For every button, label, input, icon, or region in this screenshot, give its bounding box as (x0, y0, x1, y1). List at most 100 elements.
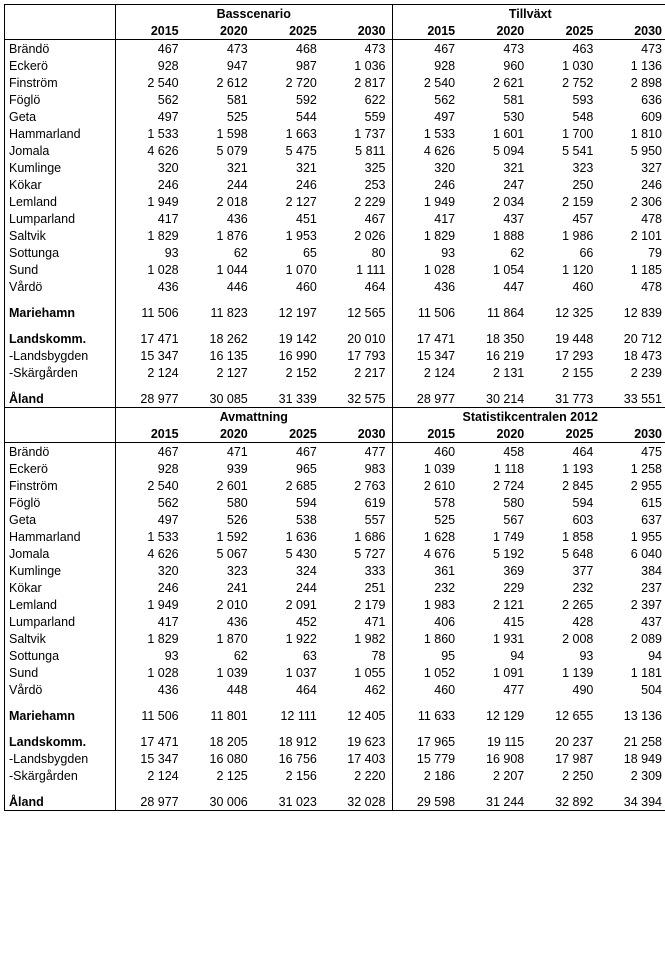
header-blank (5, 408, 116, 426)
data-cell: 32 575 (323, 390, 392, 408)
data-cell: 1 749 (461, 528, 530, 545)
data-cell: 2 610 (392, 477, 461, 494)
header-blank (5, 5, 116, 23)
row-label: Mariehamn (5, 707, 116, 724)
data-cell: 321 (254, 159, 323, 176)
data-cell: 928 (116, 57, 185, 74)
data-cell: 473 (185, 40, 254, 58)
data-cell: 246 (599, 176, 665, 193)
data-cell: 1 036 (323, 57, 392, 74)
row-label: Landskomm. (5, 733, 116, 750)
data-cell: 457 (530, 210, 599, 227)
data-cell: 2 008 (530, 630, 599, 647)
data-cell: 1 037 (254, 664, 323, 681)
data-cell: 17 793 (323, 347, 392, 364)
data-cell: 377 (530, 562, 599, 579)
data-cell: 415 (461, 613, 530, 630)
row-label: -Landsbygden (5, 750, 116, 767)
data-cell: 11 506 (392, 304, 461, 321)
year-header: 2025 (530, 425, 599, 443)
data-cell: 1 118 (461, 460, 530, 477)
data-cell: 467 (116, 443, 185, 461)
year-header: 2015 (116, 425, 185, 443)
data-cell: 95 (392, 647, 461, 664)
data-cell: 4 626 (392, 142, 461, 159)
data-cell: 18 912 (254, 733, 323, 750)
data-cell: 436 (185, 613, 254, 630)
row-label: Hammarland (5, 528, 116, 545)
data-cell: 1 111 (323, 261, 392, 278)
row-label: Sund (5, 664, 116, 681)
data-cell: 2 207 (461, 767, 530, 784)
year-header: 2015 (116, 22, 185, 40)
data-cell: 12 405 (323, 707, 392, 724)
header-blank (5, 22, 116, 40)
population-scenario-table: BasscenarioTillväxt201520202025203020152… (4, 4, 665, 811)
data-cell: 1 931 (461, 630, 530, 647)
data-cell: 417 (116, 210, 185, 227)
data-cell: 31 339 (254, 390, 323, 408)
data-cell: 947 (185, 57, 254, 74)
data-cell: 18 205 (185, 733, 254, 750)
data-cell: 11 864 (461, 304, 530, 321)
data-cell: 93 (116, 244, 185, 261)
data-cell: 361 (392, 562, 461, 579)
data-cell: 18 262 (185, 330, 254, 347)
data-cell: 1 070 (254, 261, 323, 278)
data-cell: 12 325 (530, 304, 599, 321)
data-cell: 1 888 (461, 227, 530, 244)
data-cell: 467 (116, 40, 185, 58)
data-cell: 20 712 (599, 330, 665, 347)
data-cell: 19 448 (530, 330, 599, 347)
data-cell: 16 080 (185, 750, 254, 767)
data-cell: 11 801 (185, 707, 254, 724)
data-cell: 11 506 (116, 707, 185, 724)
data-cell: 246 (254, 176, 323, 193)
data-cell: 62 (185, 244, 254, 261)
row-label: Kökar (5, 579, 116, 596)
row-label: Geta (5, 511, 116, 528)
data-cell: 15 347 (392, 347, 461, 364)
data-cell: 5 430 (254, 545, 323, 562)
data-cell: 246 (116, 579, 185, 596)
data-cell: 333 (323, 562, 392, 579)
row-label: Jomala (5, 142, 116, 159)
data-cell: 2 685 (254, 477, 323, 494)
data-cell: 548 (530, 108, 599, 125)
data-cell: 2 089 (599, 630, 665, 647)
data-cell: 467 (392, 40, 461, 58)
data-cell: 475 (599, 443, 665, 461)
data-cell: 467 (323, 210, 392, 227)
data-cell: 1 810 (599, 125, 665, 142)
data-cell: 384 (599, 562, 665, 579)
data-cell: 2 026 (323, 227, 392, 244)
row-label: Eckerö (5, 460, 116, 477)
data-cell: 452 (254, 613, 323, 630)
data-cell: 17 471 (392, 330, 461, 347)
data-cell: 1 663 (254, 125, 323, 142)
data-cell: 2 186 (392, 767, 461, 784)
data-cell: 497 (392, 108, 461, 125)
data-cell: 2 720 (254, 74, 323, 91)
row-label: Geta (5, 108, 116, 125)
data-cell: 477 (461, 681, 530, 698)
data-cell: 580 (185, 494, 254, 511)
data-cell: 477 (323, 443, 392, 461)
data-cell: 2 724 (461, 477, 530, 494)
data-cell: 31 773 (530, 390, 599, 408)
data-cell: 93 (392, 244, 461, 261)
data-cell: 80 (323, 244, 392, 261)
year-header: 2030 (599, 22, 665, 40)
row-label: Lemland (5, 193, 116, 210)
row-label: Lumparland (5, 613, 116, 630)
row-label: Sund (5, 261, 116, 278)
data-cell: 1 953 (254, 227, 323, 244)
data-cell: 2 621 (461, 74, 530, 91)
data-cell: 94 (599, 647, 665, 664)
data-cell: 1 181 (599, 664, 665, 681)
year-header: 2020 (461, 425, 530, 443)
data-cell: 1 028 (116, 261, 185, 278)
data-cell: 478 (599, 210, 665, 227)
data-cell: 464 (323, 278, 392, 295)
data-cell: 1 737 (323, 125, 392, 142)
